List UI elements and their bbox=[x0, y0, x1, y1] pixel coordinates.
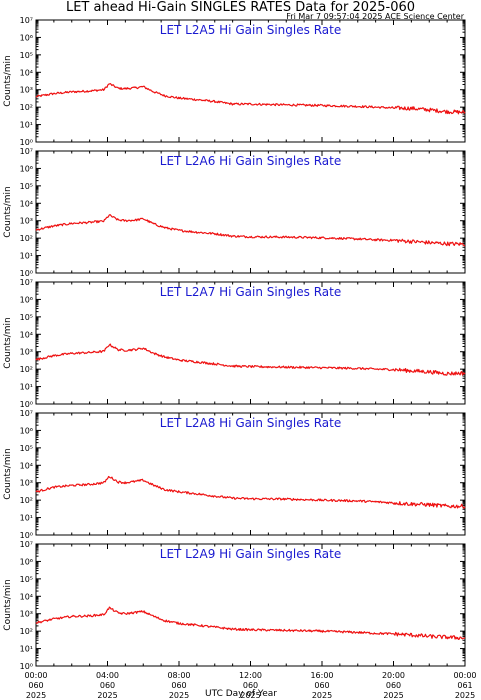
y-tick-label: 10⁵ bbox=[20, 313, 33, 322]
panel-title: LET L2A8 Hi Gain Singles Rate bbox=[160, 416, 341, 430]
x-tick-year: 2025 bbox=[169, 691, 189, 700]
x-tick-year: 2025 bbox=[383, 691, 403, 700]
y-tick-label: 10⁰ bbox=[20, 531, 33, 540]
y-tick-label: 10⁵ bbox=[20, 51, 33, 60]
y-tick-label: 10⁰ bbox=[20, 269, 33, 278]
panel-frame bbox=[35, 543, 466, 667]
y-axis-title: Counts/min bbox=[3, 317, 13, 368]
y-axis-title: Counts/min bbox=[3, 55, 13, 106]
panel-3: 10⁰ 10¹ 10² 10³ 10⁴ 10⁵ 10⁶ 10⁷ Counts/min LET L2… bbox=[3, 278, 466, 409]
x-tick-year: 2025 bbox=[240, 691, 260, 700]
x-tick-day: 060 bbox=[314, 681, 329, 690]
y-tick-label: 10¹ bbox=[20, 645, 33, 654]
series-line bbox=[35, 343, 466, 376]
y-tick-label: 10⁷ bbox=[20, 278, 33, 287]
x-tick-year: 2025 bbox=[97, 691, 117, 700]
y-tick-label: 10⁵ bbox=[20, 444, 33, 453]
y-tick-label: 10⁴ bbox=[20, 330, 33, 339]
panel-2: 10⁰ 10¹ 10² 10³ 10⁴ 10⁵ 10⁶ 10⁷ Counts/min LET L2… bbox=[3, 147, 466, 278]
y-tick-label: 10⁰ bbox=[20, 138, 33, 147]
y-tick-label: 10³ bbox=[20, 348, 33, 357]
y-tick-label: 10⁴ bbox=[20, 461, 33, 470]
panel-title: LET L2A6 Hi Gain Singles Rate bbox=[160, 154, 341, 168]
y-tick-label: 10⁵ bbox=[20, 182, 33, 191]
y-tick-label: 10² bbox=[20, 234, 33, 243]
y-tick-label: 10⁶ bbox=[20, 164, 33, 173]
panel-1: 10⁰ 10¹ 10² 10³ 10⁴ 10⁵ 10⁶ 10⁷ Counts/min LET L2… bbox=[3, 16, 466, 147]
x-axis-title: UTC Day of Year bbox=[205, 689, 277, 699]
y-tick-label: 10⁶ bbox=[20, 557, 33, 566]
panel-frame bbox=[35, 150, 466, 274]
y-tick-label: 10⁷ bbox=[20, 147, 33, 156]
y-tick-label: 10⁶ bbox=[20, 426, 33, 435]
y-axis-title: Counts/min bbox=[3, 186, 13, 237]
y-tick-label: 10⁶ bbox=[20, 295, 33, 304]
x-tick-year: 2025 bbox=[455, 691, 475, 700]
y-tick-label: 10¹ bbox=[20, 514, 33, 523]
y-tick-label: 10² bbox=[20, 496, 33, 505]
y-tick-label: 10⁴ bbox=[20, 68, 33, 77]
x-tick-time: 00:00 bbox=[24, 671, 47, 680]
x-tick-time: 04:00 bbox=[96, 671, 119, 680]
y-tick-label: 10⁴ bbox=[20, 199, 33, 208]
x-tick-day: 061 bbox=[457, 681, 472, 690]
y-axis-title: Counts/min bbox=[3, 579, 13, 630]
timestamp: Fri Mar 7 09:57:04 2025 ACE Science Cent… bbox=[286, 12, 464, 21]
panel-title: LET L2A9 Hi Gain Singles Rate bbox=[160, 547, 341, 561]
panel-title: LET L2A5 Hi Gain Singles Rate bbox=[160, 23, 341, 37]
panel-frame bbox=[35, 412, 466, 536]
x-tick-time: 08:00 bbox=[167, 671, 190, 680]
x-tick-day: 060 bbox=[100, 681, 115, 690]
series-line bbox=[35, 475, 466, 509]
x-tick-time: 20:00 bbox=[382, 671, 405, 680]
y-tick-label: 10⁰ bbox=[20, 400, 33, 409]
chart-panels: 10⁰ 10¹ 10² 10³ 10⁴ 10⁵ 10⁶ 10⁷ Counts/min LET L2… bbox=[3, 16, 466, 671]
y-tick-label: 10² bbox=[20, 627, 33, 636]
y-tick-label: 10⁷ bbox=[20, 540, 33, 549]
x-tick-day: 060 bbox=[28, 681, 43, 690]
y-tick-label: 10³ bbox=[20, 86, 33, 95]
y-tick-label: 10⁷ bbox=[20, 409, 33, 418]
x-tick-day: 060 bbox=[243, 681, 258, 690]
y-tick-label: 10⁶ bbox=[20, 33, 33, 42]
series-line bbox=[35, 214, 466, 247]
y-tick-label: 10⁷ bbox=[20, 16, 33, 25]
series-line bbox=[35, 606, 466, 641]
y-axis-title: Counts/min bbox=[3, 448, 13, 499]
y-tick-label: 10¹ bbox=[20, 252, 33, 261]
series-line bbox=[35, 82, 466, 115]
panel-frame bbox=[35, 281, 466, 405]
panel-title: LET L2A7 Hi Gain Singles Rate bbox=[160, 285, 341, 299]
x-axis: 00:00060202504:00060202508:00060202512:0… bbox=[24, 671, 476, 700]
y-tick-label: 10³ bbox=[20, 610, 33, 619]
chart-title: LET ahead Hi-Gain SINGLES RATES Data for… bbox=[65, 0, 416, 15]
panel-4: 10⁰ 10¹ 10² 10³ 10⁴ 10⁵ 10⁶ 10⁷ Counts/min LET L2… bbox=[3, 409, 466, 540]
x-tick-day: 060 bbox=[386, 681, 401, 690]
x-tick-year: 2025 bbox=[312, 691, 332, 700]
y-tick-label: 10¹ bbox=[20, 383, 33, 392]
y-tick-label: 10³ bbox=[20, 479, 33, 488]
panel-frame bbox=[35, 19, 466, 143]
y-tick-label: 10¹ bbox=[20, 121, 33, 130]
x-tick-time: 12:00 bbox=[239, 671, 262, 680]
x-tick-day: 060 bbox=[171, 681, 186, 690]
x-tick-time: 00:00 bbox=[453, 671, 476, 680]
panel-5: 10⁰ 10¹ 10² 10³ 10⁴ 10⁵ 10⁶ 10⁷ Counts/min LET L2… bbox=[3, 540, 466, 671]
y-tick-label: 10⁰ bbox=[20, 662, 33, 671]
y-tick-label: 10² bbox=[20, 103, 33, 112]
y-tick-label: 10³ bbox=[20, 217, 33, 226]
y-tick-label: 10⁴ bbox=[20, 592, 33, 601]
y-tick-label: 10⁵ bbox=[20, 575, 33, 584]
y-tick-label: 10² bbox=[20, 365, 33, 374]
x-tick-year: 2025 bbox=[26, 691, 46, 700]
x-tick-time: 16:00 bbox=[310, 671, 333, 680]
